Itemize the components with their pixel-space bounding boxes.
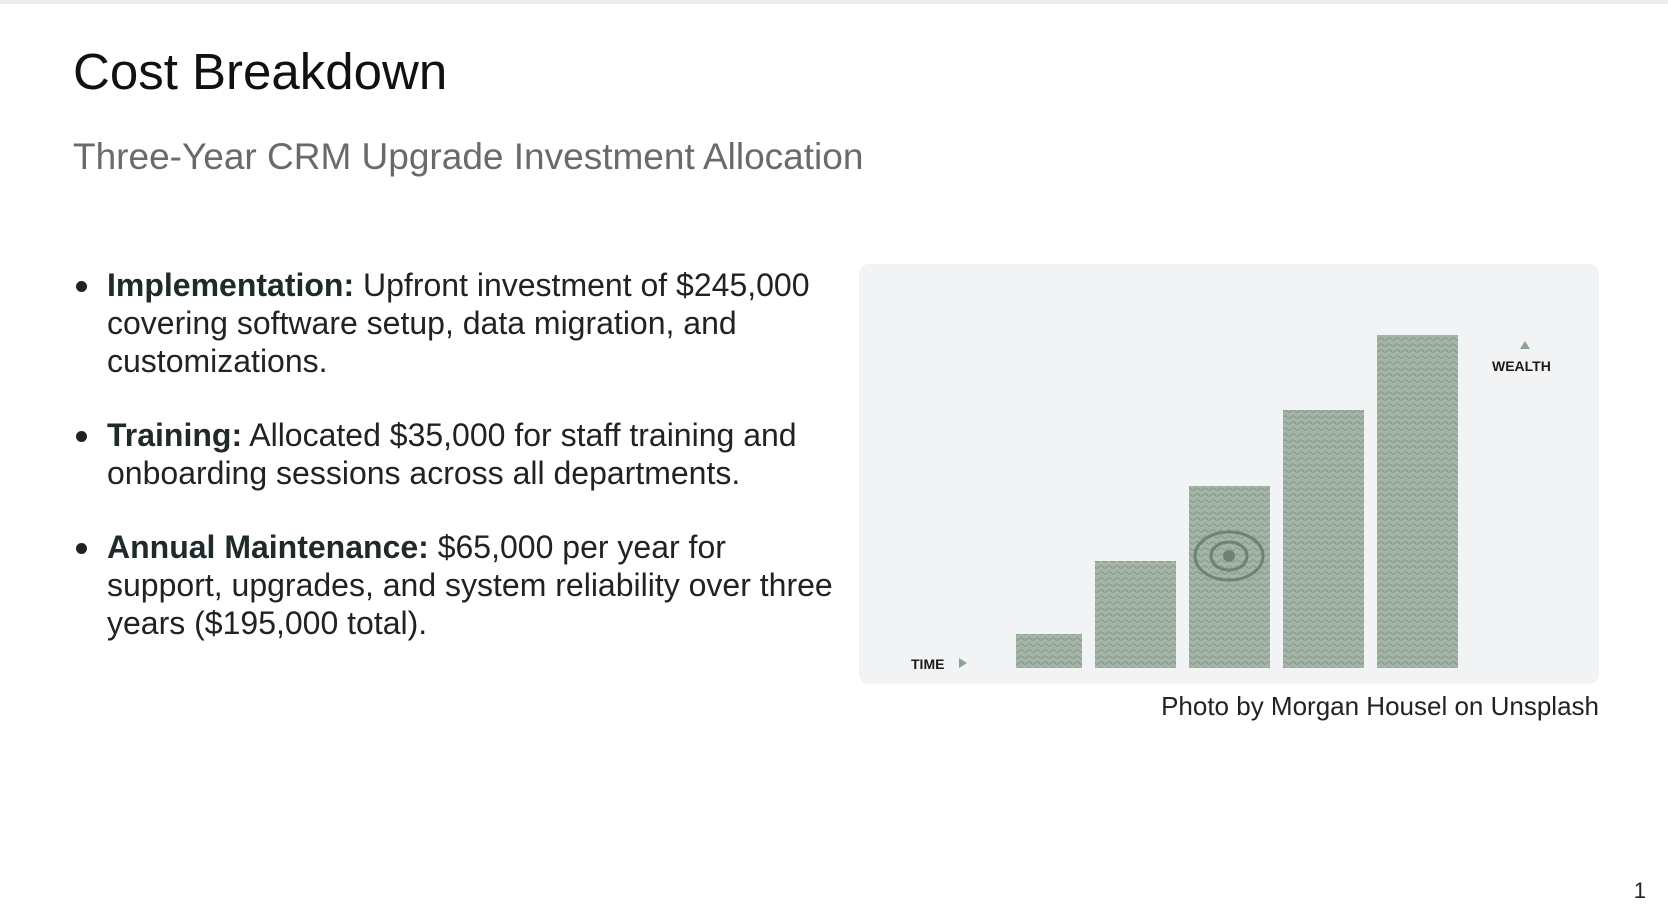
slide: Cost Breakdown Three-Year CRM Upgrade In… — [0, 4, 1668, 918]
engraved-pupil — [1223, 550, 1235, 562]
bullet-item-implementation: Implementation: Upfront investment of $2… — [73, 266, 833, 380]
bar-4 — [1283, 410, 1364, 668]
bullet-list: Implementation: Upfront investment of $2… — [73, 266, 833, 678]
bar-3 — [1189, 486, 1270, 668]
bullet-marker — [76, 431, 87, 442]
bar-5 — [1377, 335, 1458, 668]
x-axis-label: TIME — [911, 656, 944, 672]
bullet-term: Annual Maintenance: — [107, 529, 429, 565]
bullet-term: Implementation: — [107, 267, 355, 303]
engraved-eye — [1193, 530, 1265, 582]
bullet-item-annual-maintenance: Annual Maintenance: $65,000 per year for… — [73, 528, 833, 642]
slide-subtitle: Three-Year CRM Upgrade Investment Alloca… — [73, 136, 864, 177]
bullet-marker — [76, 281, 87, 292]
engraved-eye-inner — [1209, 540, 1249, 572]
bullet-item-training: Training: Allocated $35,000 for staff tr… — [73, 416, 833, 492]
y-axis-arrow-icon — [1520, 341, 1530, 349]
page-number: 1 — [1633, 878, 1646, 903]
bullet-text: Upfront investment of $245,000 covering … — [107, 267, 810, 379]
x-axis-arrow-icon — [959, 658, 967, 668]
slide-title: Cost Breakdown — [73, 43, 448, 100]
bar-1 — [1016, 634, 1082, 668]
bullet-text: $65,000 per year for support, upgrades, … — [107, 529, 833, 641]
bullet-term: Training: — [107, 417, 243, 453]
y-axis-label: WEALTH — [1492, 358, 1551, 374]
wealth-growth-illustration: TIME WEALTH — [911, 335, 1551, 672]
top-edge-bar — [0, 0, 1668, 4]
wealth-growth-photo: TIME WEALTH — [859, 264, 1599, 684]
photo-caption: Photo by Morgan Housel on Unsplash — [1161, 691, 1599, 721]
bullet-marker — [76, 543, 87, 554]
bar-2 — [1095, 561, 1176, 668]
bullet-text: Allocated $35,000 for staff training and… — [107, 417, 797, 491]
